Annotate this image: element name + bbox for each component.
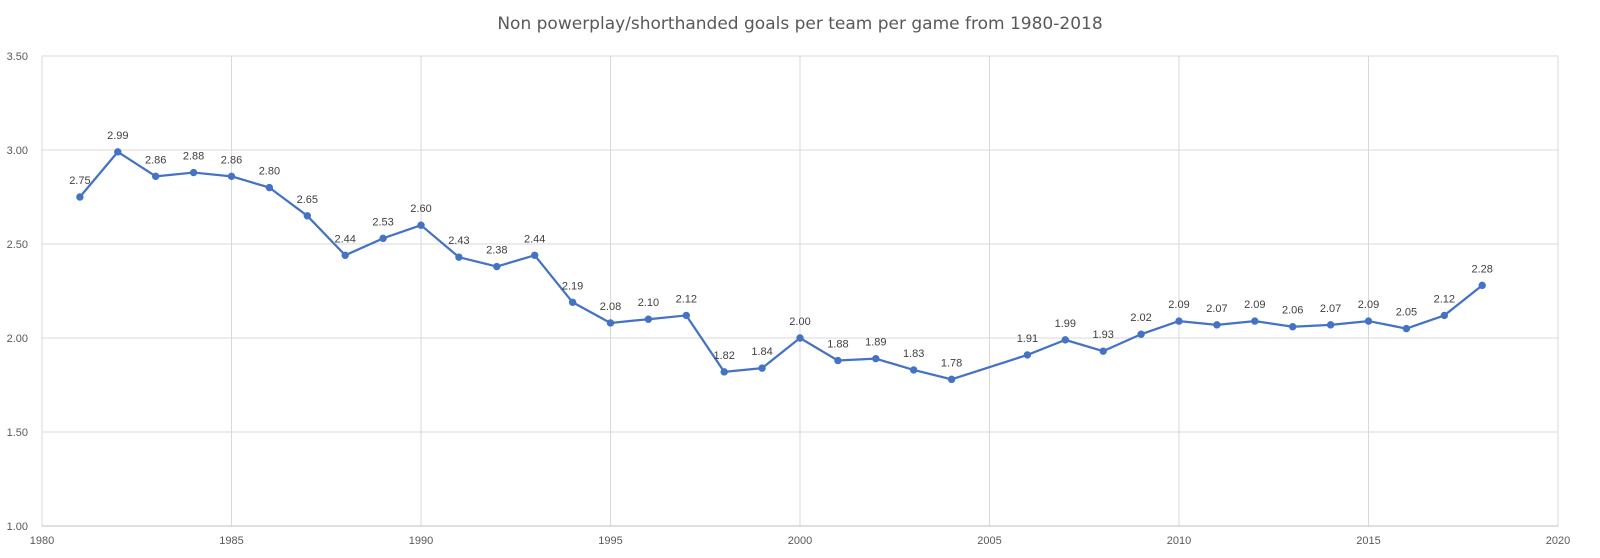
- data-label: 2.09: [1244, 299, 1265, 311]
- data-point: [1137, 330, 1145, 338]
- data-point: [152, 172, 160, 181]
- data-point: [568, 298, 577, 306]
- data-point: [910, 366, 918, 374]
- data-label: 2.08: [600, 301, 621, 313]
- data-label: 2.44: [334, 233, 355, 245]
- data-label: 2.75: [69, 175, 90, 187]
- data-label: 2.28: [1471, 263, 1492, 275]
- x-tick-label: 1985: [219, 535, 243, 547]
- series-line-layer: [78, 150, 1484, 381]
- data-label: 1.84: [751, 346, 772, 358]
- x-tick-label: 1990: [409, 535, 433, 547]
- data-label: 1.78: [941, 357, 962, 369]
- data-label: 2.86: [145, 154, 166, 166]
- y-tick-label: 1.50: [7, 427, 28, 439]
- data-label: 1.99: [1055, 318, 1076, 330]
- data-point: [1213, 321, 1221, 329]
- y-tick-label: 3.00: [7, 145, 28, 157]
- data-point: [1251, 317, 1259, 325]
- data-point: [758, 364, 766, 372]
- data-point: [76, 193, 84, 201]
- data-point: [872, 354, 880, 363]
- x-tick-label: 2010: [1167, 535, 1191, 547]
- data-point: [189, 168, 198, 177]
- y-tick-label: 2.00: [7, 333, 28, 345]
- data-point: [531, 251, 539, 259]
- data-label: 1.88: [827, 339, 848, 351]
- data-point: [1440, 311, 1449, 320]
- data-point: [644, 315, 653, 323]
- data-point: [493, 262, 501, 271]
- data-label: 2.53: [372, 216, 393, 228]
- data-point: [947, 375, 956, 384]
- data-point: [227, 172, 236, 181]
- data-point: [834, 356, 842, 365]
- x-tick-label: 1980: [30, 535, 54, 547]
- data-point: [1175, 317, 1183, 325]
- data-label: 1.83: [903, 348, 924, 360]
- data-label: 2.07: [1320, 303, 1341, 315]
- x-tick-label: 2005: [977, 535, 1001, 547]
- data-label: 2.12: [676, 293, 697, 305]
- data-point: [341, 251, 349, 259]
- data-label: 2.38: [486, 245, 507, 257]
- data-label: 2.09: [1358, 299, 1379, 311]
- x-tick-label: 2015: [1356, 535, 1380, 547]
- data-label: 2.00: [789, 316, 810, 328]
- data-point: [114, 148, 122, 156]
- data-point: [1478, 281, 1486, 290]
- data-label: 2.80: [259, 166, 280, 178]
- x-tick-label: 2000: [788, 535, 812, 547]
- data-point: [606, 319, 615, 327]
- data-label: 2.44: [524, 233, 545, 245]
- data-point: [1364, 317, 1373, 325]
- data-point: [1061, 336, 1070, 344]
- y-tick-label: 1.00: [7, 521, 28, 533]
- data-label: 2.06: [1282, 305, 1303, 317]
- data-point: [303, 212, 311, 220]
- series-line: [78, 150, 1484, 381]
- x-tick-label: 1995: [598, 535, 622, 547]
- data-label: 2.05: [1396, 307, 1417, 319]
- data-point: [1099, 347, 1107, 355]
- data-label: 1.91: [1017, 333, 1038, 345]
- data-point: [682, 311, 690, 320]
- data-label: 2.09: [1168, 299, 1189, 311]
- data-point: [379, 234, 387, 243]
- data-label: 1.89: [865, 337, 886, 349]
- data-label: 2.10: [638, 297, 659, 309]
- data-point: [417, 221, 425, 229]
- data-point: [720, 368, 728, 376]
- data-label: 2.12: [1434, 293, 1455, 305]
- data-label: 2.02: [1130, 312, 1151, 324]
- data-point: [1402, 324, 1411, 333]
- x-tick-label: 2020: [1546, 535, 1570, 547]
- gridlines: [41, 55, 1559, 527]
- data-point: [1023, 351, 1032, 359]
- data-point: [796, 334, 804, 342]
- chart-title: Non powerplay/shorthanded goals per team…: [497, 14, 1103, 34]
- data-label: 2.19: [562, 280, 583, 292]
- data-point: [265, 183, 274, 192]
- data-label: 2.07: [1206, 303, 1227, 315]
- data-label: 2.86: [221, 154, 242, 166]
- data-point: [455, 253, 463, 261]
- data-point: [1289, 323, 1297, 331]
- data-point: [1326, 321, 1335, 329]
- axes: 1980 1985 1990 1995 2000 2005 2010 2015 2020 1.00…: [7, 51, 1571, 547]
- data-label: 2.99: [107, 130, 128, 142]
- data-label: 1.93: [1092, 329, 1113, 341]
- data-label: 1.82: [713, 350, 734, 362]
- data-labels: 2.75 2.99 2.86 2.88 2.86 2.80 2.65 2.44 2.53 2.60…: [69, 130, 1493, 369]
- data-label: 2.60: [410, 203, 431, 215]
- data-label: 2.65: [297, 194, 318, 206]
- data-label: 2.88: [183, 151, 204, 163]
- y-tick-label: 2.50: [7, 239, 28, 251]
- data-points: [76, 148, 1486, 384]
- data-label: 2.43: [448, 235, 469, 247]
- y-tick-label: 3.50: [7, 51, 28, 63]
